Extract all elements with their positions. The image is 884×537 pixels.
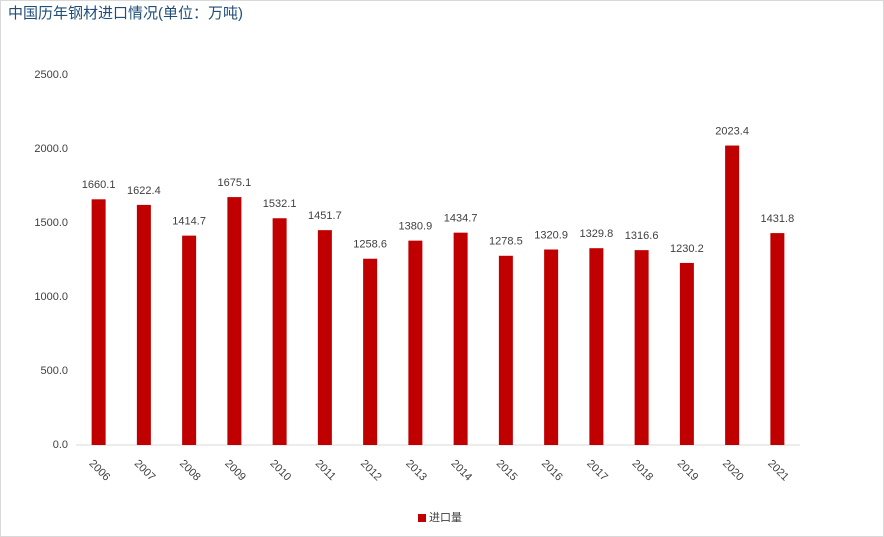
bar: [770, 233, 785, 445]
bar: [679, 262, 694, 445]
legend-label: 进口量: [429, 511, 462, 524]
value-label: 1230.2: [670, 243, 704, 255]
value-label: 1316.6: [625, 230, 659, 242]
value-label: 1278.5: [489, 236, 523, 248]
bar: [91, 199, 106, 445]
bar: [182, 235, 197, 445]
bar: [227, 197, 242, 445]
y-tick-label: 1500.0: [34, 217, 68, 229]
bar: [317, 230, 332, 445]
bar: [725, 145, 740, 445]
bar: [453, 232, 468, 445]
y-tick-label: 500.0: [40, 365, 68, 377]
bar: [363, 258, 378, 445]
bar: [408, 240, 423, 445]
y-tick-label: 0.0: [53, 439, 68, 451]
bar: [272, 218, 287, 445]
value-label: 1532.1: [263, 198, 297, 210]
y-tick-label: 2000.0: [34, 143, 68, 155]
bar: [136, 204, 151, 445]
value-label: 1414.7: [172, 216, 206, 228]
value-label: 1451.7: [308, 210, 342, 222]
value-label: 1434.7: [444, 213, 478, 225]
value-label: 1380.9: [399, 221, 433, 233]
bar: [498, 255, 513, 445]
bar: [634, 250, 649, 445]
value-label: 2023.4: [715, 125, 749, 137]
value-label: 1329.8: [580, 228, 614, 240]
value-label: 1622.4: [127, 185, 161, 197]
value-label: 1431.8: [761, 213, 795, 225]
y-tick-label: 1000.0: [34, 291, 68, 303]
value-label: 1258.6: [353, 239, 387, 251]
value-label: 1660.1: [82, 179, 116, 191]
bar: [589, 248, 604, 445]
value-label: 1675.1: [218, 177, 252, 189]
legend-swatch: [418, 514, 426, 522]
bar: [544, 249, 559, 445]
value-label: 1320.9: [534, 229, 568, 241]
y-tick-label: 2500.0: [34, 69, 68, 81]
chart-title: 中国历年钢材进口情况(单位：万吨): [8, 5, 243, 22]
